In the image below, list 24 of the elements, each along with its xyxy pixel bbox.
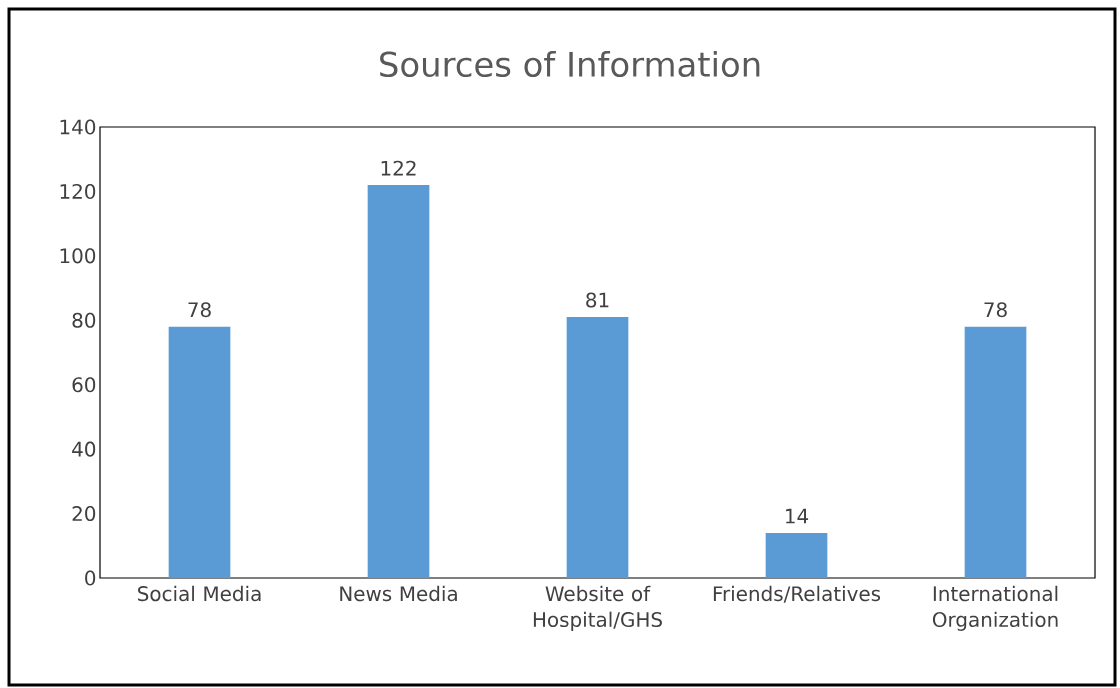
data-label: 78 [188,302,211,318]
chart-title: Sources of Information [380,50,760,78]
x-tick-label: News Media [340,585,457,602]
y-tick-label: 140 [60,119,96,135]
bar [765,532,828,578]
bar [964,326,1027,578]
data-label: 78 [984,302,1007,318]
x-tick-label: Friends/Relatives [713,585,881,603]
y-tick-label: 60 [72,377,96,393]
y-tick-label: 120 [60,183,96,199]
data-label: 14 [786,508,809,524]
y-tick-label: 0 [85,570,96,586]
y-tick-label: 40 [72,441,96,457]
y-tick-label: 100 [60,248,96,264]
data-label: 81 [586,292,609,308]
data-label: 122 [381,160,416,176]
bar [566,317,629,578]
x-tick-label: Website of Hospital/GHS [533,585,662,631]
x-tick-label: Social Media [138,585,261,602]
bar [367,184,430,578]
bar [168,326,231,578]
y-tick-label: 80 [72,312,96,328]
x-tick-label: International Organization [932,585,1058,631]
y-tick-label: 20 [72,506,96,522]
